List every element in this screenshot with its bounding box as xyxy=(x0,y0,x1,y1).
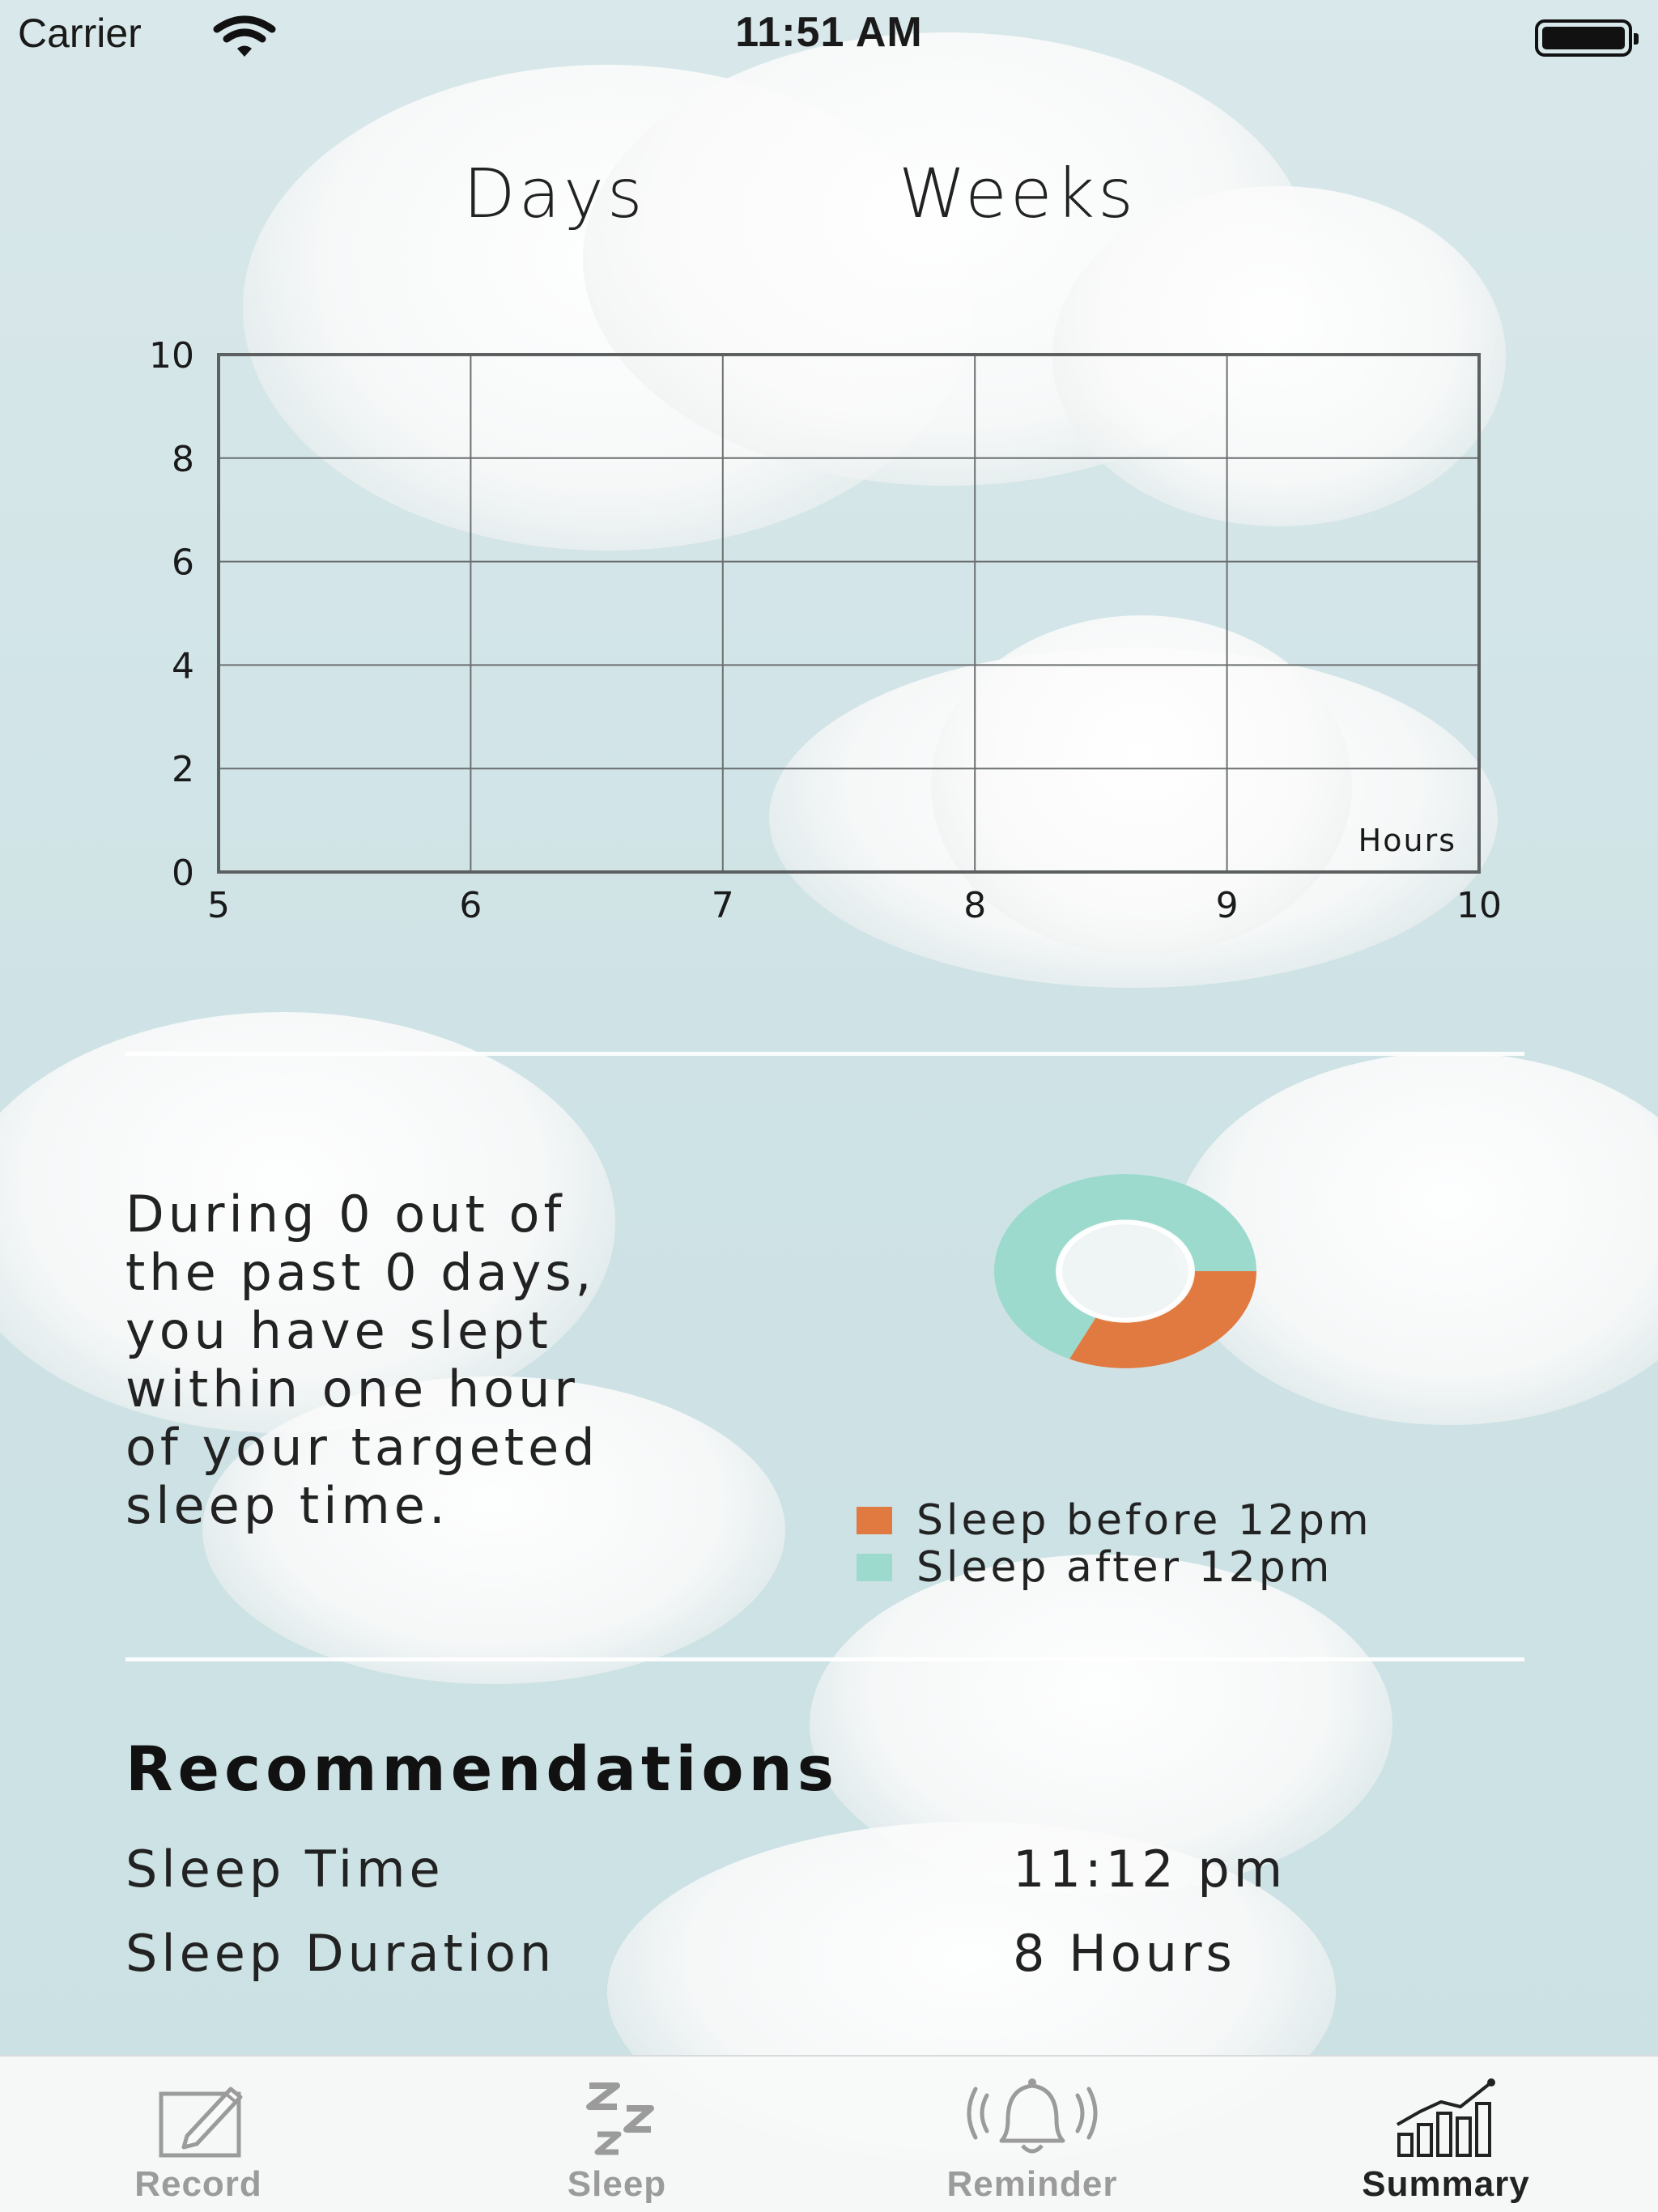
bar-chart-icon xyxy=(1397,2078,1495,2157)
summary-line: During 0 out of xyxy=(125,1185,566,1244)
donut-group xyxy=(994,1174,1256,1368)
status-time: 11:51 AM xyxy=(735,9,923,56)
summary-text: During 0 out of the past 0 days, you hav… xyxy=(125,1185,692,1535)
y-tick-label: 8 xyxy=(172,439,194,480)
tab-weeks[interactable]: Weeks xyxy=(899,154,1137,233)
summary-line: you have slept xyxy=(125,1301,552,1360)
recommendations-title: Recommendations xyxy=(125,1733,839,1805)
x-tick-label: 9 xyxy=(1216,885,1239,926)
sleep-time-label: Sleep Time xyxy=(125,1840,444,1899)
x-tick-label: 10 xyxy=(1456,885,1502,926)
sleep-duration-label: Sleep Duration xyxy=(125,1924,556,1983)
sleep-duration-value: 8 Hours xyxy=(1013,1924,1236,1983)
y-tick-label: 0 xyxy=(172,853,194,894)
zzz-icon xyxy=(586,2082,654,2155)
tab-days[interactable]: Days xyxy=(463,154,646,233)
x-tick-label: 5 xyxy=(207,885,230,926)
section-divider xyxy=(125,1657,1524,1661)
sleep-donut-chart xyxy=(994,1174,1256,1368)
cloud-decoration xyxy=(931,615,1352,955)
legend-item-before: Sleep before 12pm xyxy=(857,1496,1372,1545)
legend-label-before: Sleep before 12pm xyxy=(916,1496,1372,1545)
carrier-label: Carrier xyxy=(18,11,142,56)
tab-bar: Record Sleep Reminder xyxy=(0,2055,1658,2212)
tab-record-label: Record xyxy=(134,2164,262,2204)
plot-frame xyxy=(217,353,1481,874)
tab-reminder-label: Reminder xyxy=(946,2164,1118,2204)
cloud-decoration xyxy=(1174,1053,1658,1425)
battery-icon xyxy=(1535,19,1639,57)
tab-reminder[interactable]: Reminder xyxy=(886,2057,1178,2212)
pencil-icon xyxy=(159,2087,243,2158)
legend-label-after: Sleep after 12pm xyxy=(916,1543,1333,1592)
summary-line: sleep time. xyxy=(125,1476,449,1535)
summary-line: of your targeted xyxy=(125,1418,599,1477)
legend-item-after: Sleep after 12pm xyxy=(857,1543,1333,1592)
tab-summary[interactable]: Summary xyxy=(1300,2057,1592,2212)
x-tick-label: 8 xyxy=(963,885,986,926)
x-tick-label: 7 xyxy=(712,885,734,926)
section-divider xyxy=(125,1052,1524,1056)
bell-icon xyxy=(967,2078,1098,2154)
status-bar: Carrier 11:51 AM xyxy=(0,0,1658,77)
cloud-decoration xyxy=(0,1012,615,1433)
donut-slice-before xyxy=(1069,1271,1256,1368)
x-tick-label: 6 xyxy=(459,885,482,926)
tab-record[interactable]: Record xyxy=(53,2057,344,2212)
y-tick-label: 10 xyxy=(149,335,194,376)
tab-sleep-label: Sleep xyxy=(567,2164,667,2204)
y-tick-label: 2 xyxy=(172,749,194,790)
cloud-decoration xyxy=(202,1376,785,1684)
tab-sleep[interactable]: Sleep xyxy=(471,2057,763,2212)
legend-swatch-after xyxy=(857,1554,892,1581)
tab-summary-label: Summary xyxy=(1362,2164,1530,2204)
summary-line: within one hour xyxy=(125,1359,579,1419)
axis-annotation-hours: Hours xyxy=(1358,823,1456,858)
legend-swatch-before xyxy=(857,1507,892,1534)
donut-hole xyxy=(1056,1219,1195,1323)
summary-line: the past 0 days, xyxy=(125,1243,596,1302)
donut-slice-after xyxy=(994,1174,1256,1359)
wifi-icon xyxy=(212,15,277,63)
y-tick-label: 4 xyxy=(172,645,194,687)
y-tick-label: 6 xyxy=(172,542,194,584)
sleep-time-value: 11:12 pm xyxy=(1013,1840,1287,1899)
